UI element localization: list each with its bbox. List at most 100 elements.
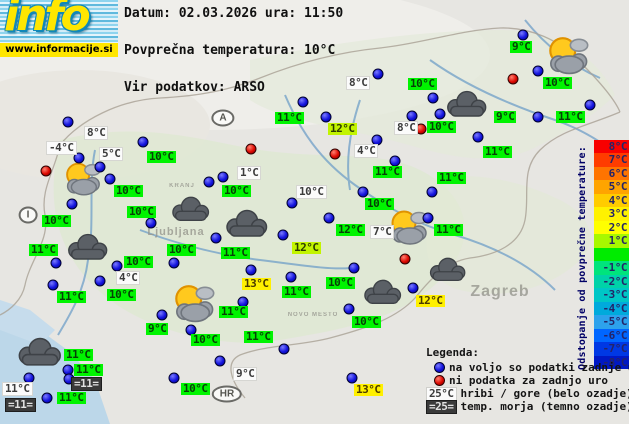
- station-temp-label: 10°C: [167, 243, 196, 256]
- temperature-deviation-scale: 8°C 7°C 6°C 5°C 4°C 3°C 2°C 1°C -1°C -2°C -3°C -4°C…: [594, 140, 629, 369]
- blue-station-dot: [111, 260, 123, 272]
- station-temp-label: 10°C: [296, 185, 327, 199]
- red-station-dot: [40, 165, 52, 177]
- blue-station-dot: [427, 92, 439, 104]
- blue-station-dot: [203, 176, 215, 188]
- station-temp-label: 11°C: [219, 305, 248, 318]
- scale-cell: -2°C: [594, 274, 629, 289]
- station-temp-label: 11°C: [282, 285, 311, 298]
- sun-cloud-icon: [58, 160, 104, 201]
- blue-station-dot: [286, 197, 298, 209]
- cloud-icon: [64, 233, 110, 266]
- scale-cell: 2°C: [594, 220, 629, 235]
- station-temp-label: 10°C: [191, 333, 220, 346]
- station-temp-label: 10°C: [427, 120, 456, 133]
- scale-cell: 1°C: [594, 234, 629, 248]
- station-temp-label: 11°C: [29, 243, 58, 256]
- blue-station-dot: [156, 309, 168, 321]
- station-temp-label: 12°C: [416, 294, 445, 307]
- cloud-icon: [426, 257, 468, 287]
- road-sign-a: A: [211, 109, 235, 127]
- station-temp-label: 9°C: [233, 367, 258, 381]
- red-station-dot: [329, 148, 341, 160]
- scale-cell: -6°C: [594, 328, 629, 343]
- blue-station-dot: [372, 68, 384, 80]
- scale-cell: -4°C: [594, 301, 629, 316]
- station-temp-label: 5°C: [99, 147, 124, 161]
- road-sign-i: I: [18, 206, 38, 224]
- blue-station-dot: [73, 152, 85, 164]
- cloud-icon: [14, 337, 64, 372]
- legend-row-available: na voljo so podatki zadnje ure: [426, 361, 629, 374]
- scale-cell: 6°C: [594, 166, 629, 181]
- station-temp-label: 10°C: [42, 214, 71, 227]
- red-station-dot: [399, 253, 411, 265]
- station-temp-label: 11°C: [556, 110, 585, 123]
- station-temp-label: -4°C: [46, 141, 77, 155]
- station-temp-label: 4°C: [116, 271, 141, 285]
- station-temp-label: 10°C: [147, 150, 176, 163]
- scale-cell: 7°C: [594, 153, 629, 167]
- legend-row-missing: ni podatka za zadnjo uro: [426, 374, 629, 387]
- red-station-dot: [507, 73, 519, 85]
- dark-label-sample: =25=: [426, 399, 457, 414]
- station-temp-label: 12°C: [292, 241, 321, 254]
- scale-title: Odstopanje od povprečne temperature:: [577, 146, 588, 370]
- place-label-novo-mesto: NOVO MESTO: [287, 312, 339, 318]
- blue-station-dot: [297, 96, 309, 108]
- station-temp-label: 11°C: [244, 330, 273, 343]
- blue-station-dot: [94, 275, 106, 287]
- scale-cell: 3°C: [594, 207, 629, 221]
- scale-cell: -8°C: [594, 355, 629, 369]
- station-temp-label: 8°C: [394, 121, 419, 135]
- blue-station-dot: [66, 198, 78, 210]
- station-temp-label: =11=: [71, 377, 102, 391]
- place-label-ljubljana: Ljubljana: [147, 226, 205, 238]
- legend-sea-text: temp. morja (temno ozadje): [460, 400, 629, 413]
- scale-cell: -1°C: [594, 261, 629, 275]
- red-station-dot: [245, 143, 257, 155]
- station-temp-label: 10°C: [543, 76, 572, 89]
- station-temp-label: 12°C: [336, 223, 365, 236]
- blue-station-dot: [422, 212, 434, 224]
- blue-station-dot: [357, 186, 369, 198]
- scale-cell: -5°C: [594, 315, 629, 329]
- blue-station-dot: [104, 173, 116, 185]
- blue-station-dot: [278, 343, 290, 355]
- blue-station-dot: [245, 264, 257, 276]
- logo-brand-text: info: [4, 0, 91, 41]
- legend-mountains-text: hribi / gore (belo ozadje): [460, 387, 629, 400]
- station-temp-label: 13°C: [354, 383, 383, 396]
- blue-station-dot: [168, 257, 180, 269]
- blue-station-dot: [532, 111, 544, 123]
- info-logo[interactable]: info www.informacije.si: [0, 0, 118, 57]
- blue-station-dot: [323, 212, 335, 224]
- blue-station-dot: [214, 355, 226, 367]
- station-temp-label: 11°C: [74, 363, 103, 376]
- station-temp-label: 11°C: [434, 223, 463, 236]
- station-temp-label: 10°C: [124, 255, 153, 268]
- scale-cell: 4°C: [594, 193, 629, 208]
- blue-station-dot: [320, 111, 332, 123]
- station-temp-label: 11°C: [437, 171, 466, 184]
- station-temp-label: 9°C: [146, 322, 169, 335]
- legend-row-mountains: 25°C hribi / gore (belo ozadje): [426, 386, 629, 401]
- station-temp-label: 11°C: [64, 348, 93, 361]
- blue-station-dot: [137, 136, 149, 148]
- legend-available-text: na voljo so podatki zadnje ure: [449, 361, 629, 374]
- logo-site-url[interactable]: www.informacije.si: [0, 43, 118, 57]
- station-temp-label: 11°C: [275, 111, 304, 124]
- blue-station-dot: [41, 392, 53, 404]
- header-source-line: Vir podatkov: ARSO: [124, 80, 265, 95]
- logo-stripes: [0, 0, 118, 43]
- blue-station-dot: [343, 303, 355, 315]
- sun-cloud-icon: [166, 282, 218, 328]
- station-temp-label: 9°C: [494, 110, 517, 123]
- station-temp-label: 8°C: [84, 126, 109, 140]
- legend: Legenda: na voljo so podatki zadnje ure …: [426, 346, 629, 414]
- blue-station-dot: [406, 110, 418, 122]
- scale-cell: -7°C: [594, 342, 629, 356]
- red-dot-icon: [434, 375, 445, 386]
- scale-cell: 8°C: [594, 140, 629, 154]
- station-temp-label: 11°C: [483, 145, 512, 158]
